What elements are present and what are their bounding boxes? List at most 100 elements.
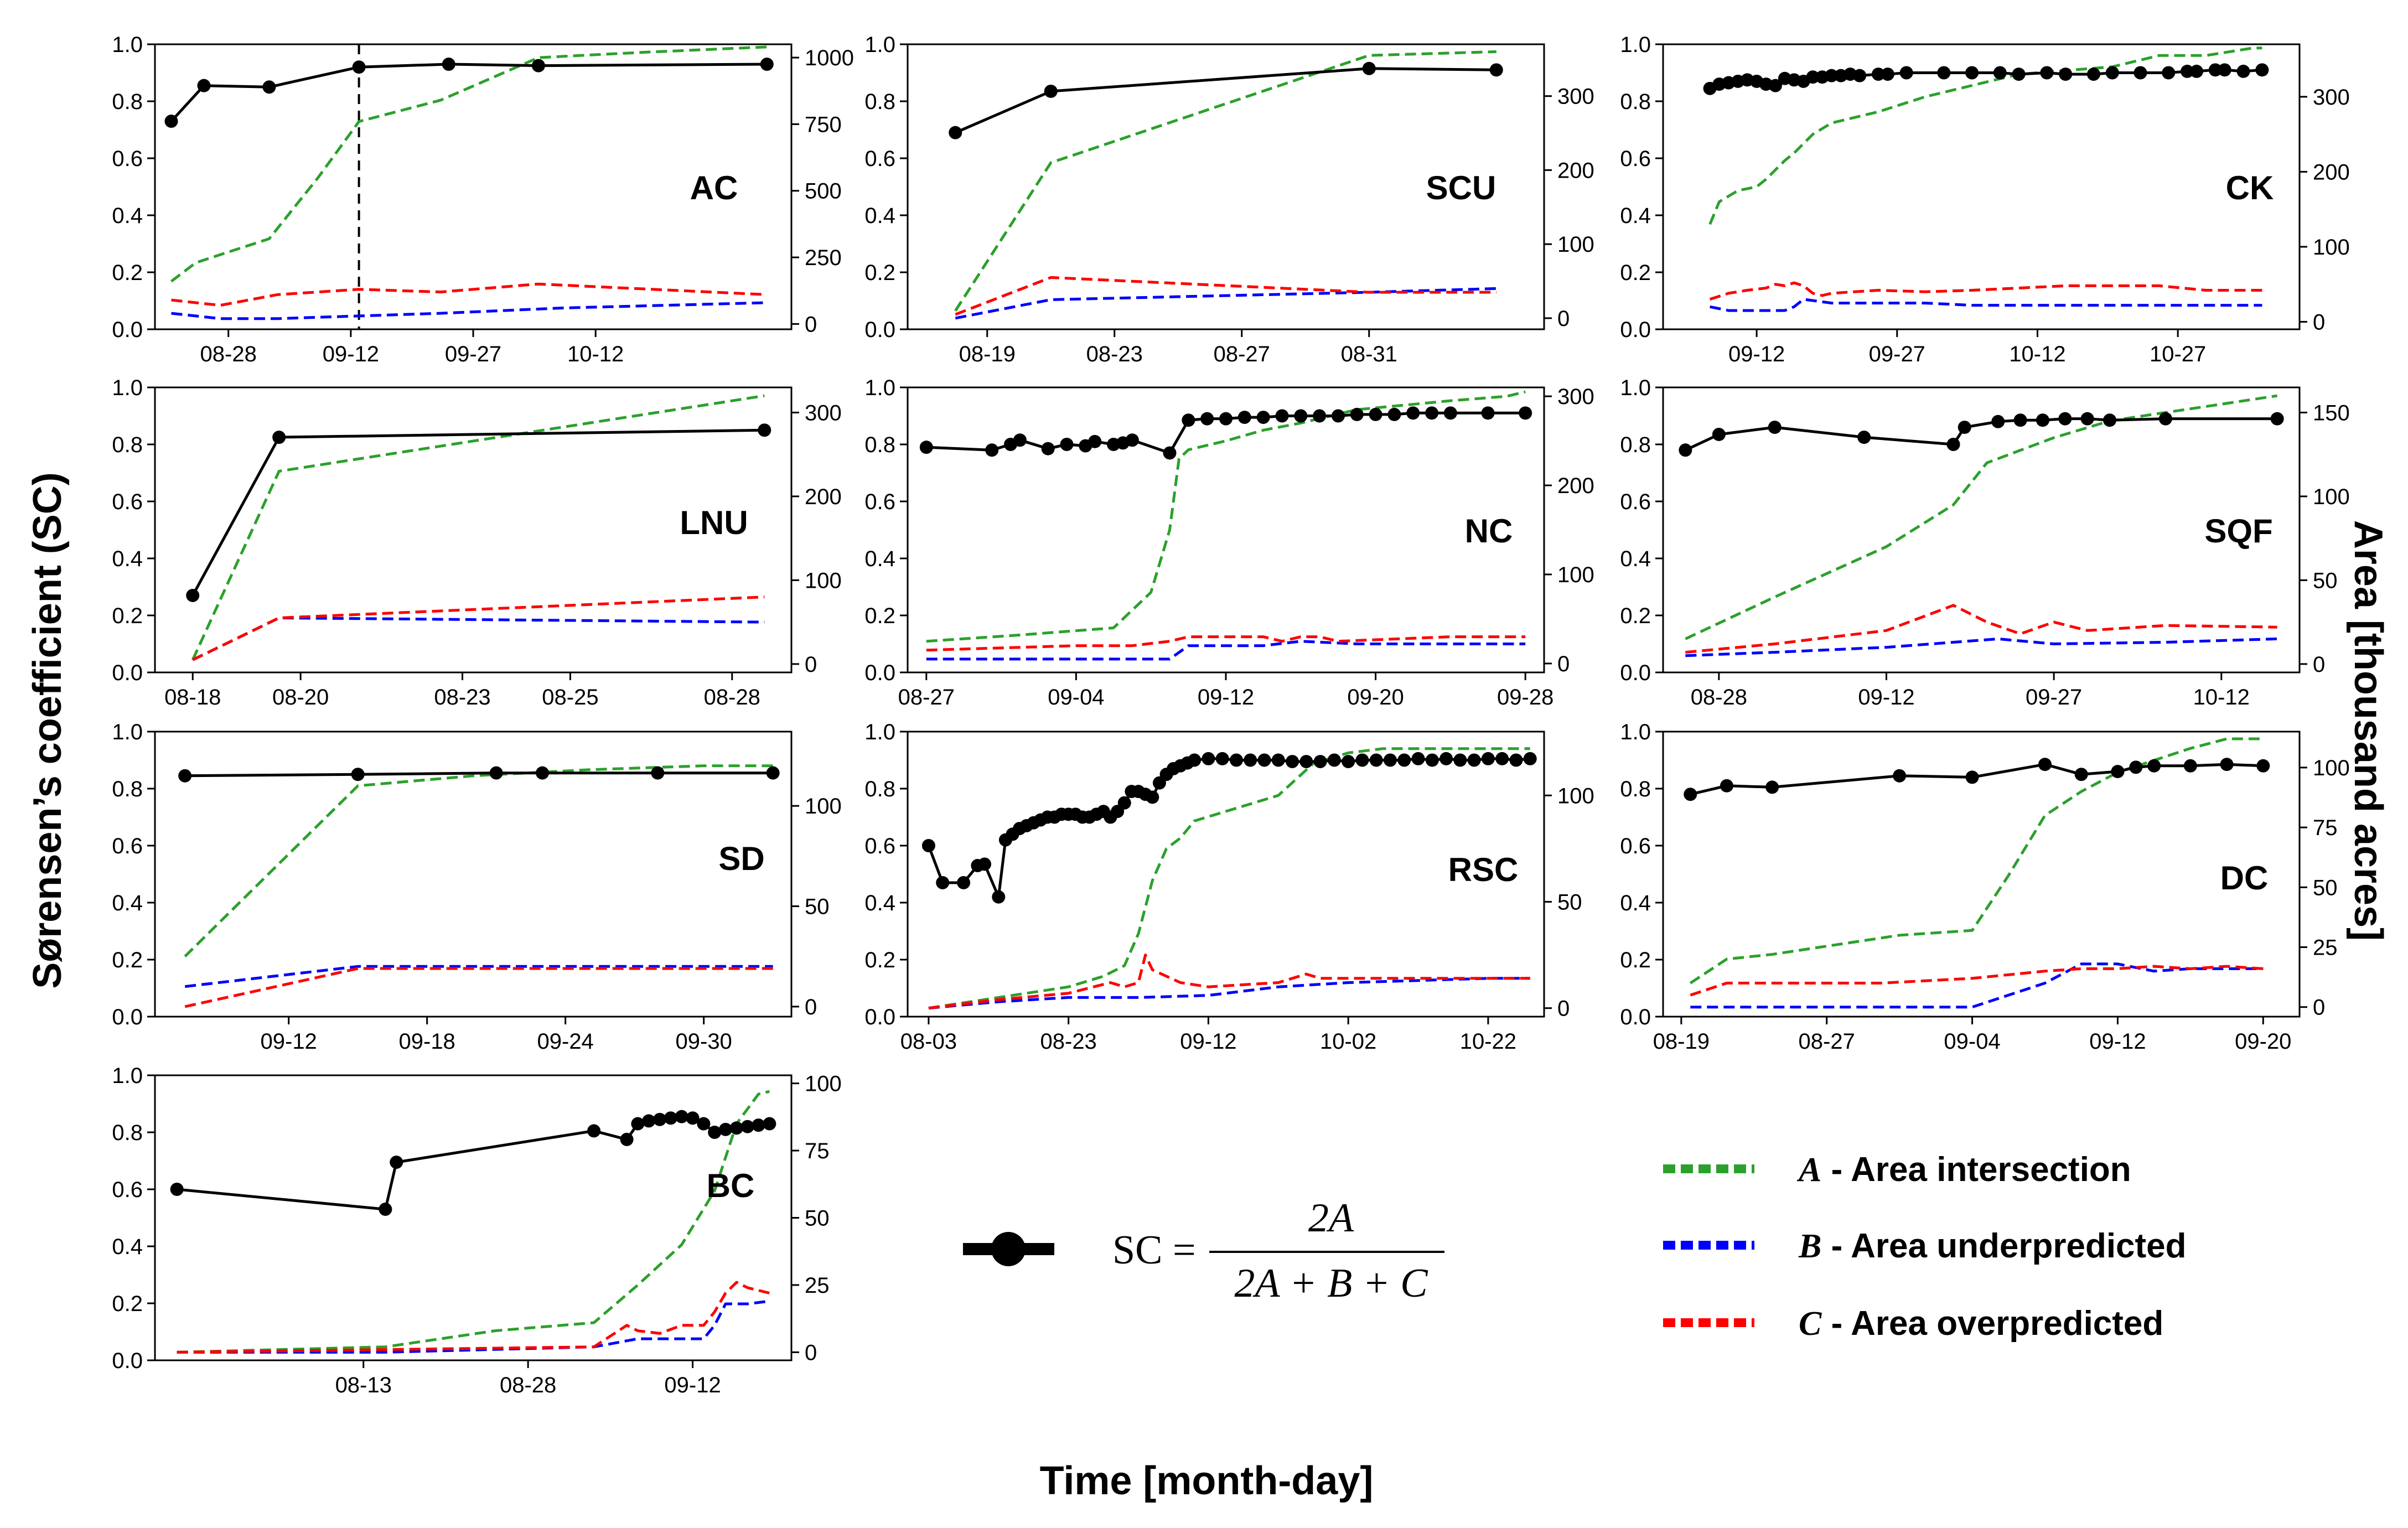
sc-point bbox=[2220, 758, 2234, 771]
sc-point bbox=[1369, 407, 1382, 421]
sc-point bbox=[1899, 66, 1913, 80]
sc-series-line bbox=[955, 67, 1496, 134]
left-tick-label: 0.6 bbox=[864, 490, 895, 514]
sc-point bbox=[740, 1120, 754, 1133]
right-tick-label: 100 bbox=[805, 794, 842, 819]
right-tick-label: 100 bbox=[805, 1072, 842, 1096]
sc-point bbox=[2162, 66, 2176, 80]
sc-point bbox=[1768, 79, 1782, 92]
sc-point bbox=[1946, 438, 1960, 451]
sc-point bbox=[1937, 66, 1951, 80]
sc-point bbox=[2038, 758, 2052, 771]
left-tick-label: 1.0 bbox=[1620, 376, 1651, 400]
x-tick-label: 08-25 bbox=[542, 685, 598, 709]
area-b-series-line bbox=[928, 977, 1530, 1010]
left-tick-label: 1.0 bbox=[112, 720, 143, 744]
sc-point bbox=[1202, 752, 1215, 765]
left-tick-label: 0.6 bbox=[1620, 834, 1651, 858]
sc-point bbox=[1125, 433, 1139, 447]
sc-point bbox=[1509, 753, 1523, 767]
area-b-series-line bbox=[955, 287, 1496, 320]
panel-dc: 0.0 0.2 0.4 0.6 0.8 1.0 0 25 50 75 100 08-19 08-27 09… bbox=[1620, 720, 2349, 1054]
left-tick-label: 0.8 bbox=[112, 90, 143, 114]
sc-point bbox=[1362, 61, 1376, 75]
area-a-series-line bbox=[177, 1090, 770, 1354]
legend-entry-b: B - Area underpredicted bbox=[1798, 1227, 2187, 1265]
left-tick-label: 1.0 bbox=[112, 376, 143, 400]
sc-point bbox=[2270, 412, 2284, 426]
area-a-series-line bbox=[191, 394, 765, 661]
left-tick-label: 0.6 bbox=[864, 147, 895, 171]
left-tick-label: 0.6 bbox=[1620, 490, 1651, 514]
sc-point bbox=[2105, 66, 2119, 80]
panel-frame bbox=[907, 386, 1545, 674]
area-a-series-line bbox=[170, 45, 767, 283]
right-tick-label: 300 bbox=[1557, 385, 1594, 409]
x-tick-label: 10-12 bbox=[567, 342, 624, 366]
sc-point bbox=[2040, 66, 2054, 80]
sc-point bbox=[1275, 409, 1289, 423]
formula-marker-dot bbox=[991, 1232, 1026, 1266]
sc-point bbox=[2147, 759, 2161, 773]
left-tick-label: 0.6 bbox=[112, 490, 143, 514]
right-tick-label: 100 bbox=[1557, 563, 1594, 587]
sc-point bbox=[758, 423, 771, 437]
x-tick-label: 09-04 bbox=[1944, 1029, 2000, 1054]
sc-point bbox=[1523, 752, 1537, 765]
sc-point bbox=[949, 126, 962, 139]
sc-point bbox=[587, 1124, 601, 1138]
x-tick-label: 08-03 bbox=[900, 1029, 957, 1054]
area-c-series-line bbox=[1709, 281, 2262, 301]
sc-point bbox=[178, 769, 192, 783]
area-c-series-line bbox=[177, 1281, 770, 1354]
left-tick-label: 0.4 bbox=[864, 204, 895, 228]
sc-point bbox=[1495, 752, 1509, 765]
right-tick-label: 100 bbox=[2313, 756, 2350, 780]
sc-point bbox=[2086, 68, 2100, 81]
sc-point bbox=[1044, 84, 1058, 98]
sc-point bbox=[170, 1183, 184, 1196]
right-tick-label: 200 bbox=[1557, 158, 1594, 183]
x-tick-label: 09-12 bbox=[323, 342, 379, 366]
left-tick-label: 0.6 bbox=[864, 834, 895, 858]
legend-description: - Area intersection bbox=[1821, 1151, 2131, 1189]
fire-name-label: SCU bbox=[1426, 169, 1496, 206]
right-tick-label: 200 bbox=[2313, 160, 2350, 184]
left-tick-label: 1.0 bbox=[112, 1064, 143, 1088]
panel-ck: 0.0 0.2 0.4 0.6 0.8 1.0 0 100 200 300 09-12 09-27 10… bbox=[1620, 33, 2349, 366]
left-tick-label: 0.0 bbox=[112, 1005, 143, 1029]
x-tick-label: 09-12 bbox=[664, 1373, 721, 1397]
left-tick-label: 0.4 bbox=[112, 204, 143, 228]
left-tick-label: 0.6 bbox=[112, 147, 143, 171]
sc-point bbox=[2133, 66, 2147, 80]
left-tick-label: 0.0 bbox=[112, 318, 143, 342]
left-tick-label: 0.2 bbox=[1620, 948, 1651, 972]
right-tick-label: 0 bbox=[805, 652, 817, 677]
left-tick-label: 1.0 bbox=[1620, 720, 1651, 744]
sc-point bbox=[1991, 415, 2005, 428]
left-tick-label: 0.6 bbox=[112, 1178, 143, 1202]
x-tick-label: 09-24 bbox=[537, 1029, 594, 1054]
sc-point bbox=[653, 1112, 667, 1126]
sc-point bbox=[752, 1118, 765, 1132]
left-tick-label: 0.4 bbox=[864, 547, 895, 571]
x-tick-label: 08-28 bbox=[500, 1373, 556, 1397]
sc-point bbox=[1806, 70, 1820, 84]
x-tick-label: 08-28 bbox=[704, 685, 760, 709]
x-tick-label: 10-12 bbox=[2193, 685, 2250, 709]
sc-point bbox=[1871, 68, 1885, 81]
sc-point bbox=[186, 588, 200, 602]
left-tick-label: 0.8 bbox=[112, 777, 143, 801]
right-tick-label: 250 bbox=[805, 246, 842, 270]
right-tick-label: 25 bbox=[2313, 935, 2338, 960]
sc-series-line bbox=[191, 428, 765, 597]
x-tick-label: 09-27 bbox=[1869, 342, 1925, 366]
sc-point bbox=[531, 59, 545, 72]
sc-point bbox=[729, 1121, 743, 1135]
sc-point bbox=[1013, 433, 1027, 447]
sc-point bbox=[2013, 413, 2027, 427]
left-tick-label: 0.6 bbox=[112, 834, 143, 858]
right-tick-label: 750 bbox=[805, 112, 842, 137]
x-tick-label: 09-12 bbox=[2089, 1029, 2146, 1054]
sc-point bbox=[1853, 69, 1867, 82]
